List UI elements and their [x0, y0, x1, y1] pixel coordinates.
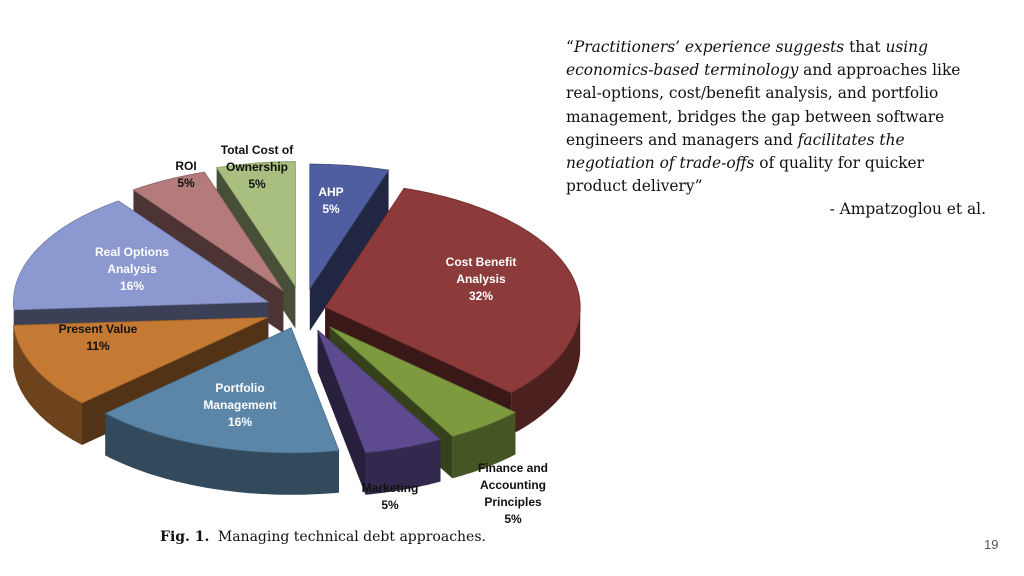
quote-segment-2: that: [844, 38, 886, 56]
figure-caption: Fig. 1. Managing technical debt approach…: [160, 529, 486, 545]
slice-label-4: Portfolio Management 16%: [203, 381, 276, 429]
quote-segment-1: Practitioners’ experience suggests: [573, 38, 845, 56]
slice-4: [104, 327, 340, 495]
slice-0: [309, 163, 390, 332]
quote-text: “Practitioners’ experience suggests that…: [566, 38, 960, 195]
figure-number: Fig. 1.: [160, 529, 210, 545]
slice-label-1: Cost Benefit Analysis 32%: [446, 255, 517, 303]
slice-label-6: Real Options Analysis 16%: [95, 245, 169, 293]
pie-chart: AHP 5% Cost Benefit Analysis 32% Finance and A…: [12, 143, 581, 526]
slice-label-3: Marketing 5%: [362, 481, 419, 512]
quote-segment-5: facilitates the negotiation of trade-off…: [566, 130, 905, 173]
quote-segment-0: “: [566, 38, 574, 56]
slice-3: [317, 329, 442, 495]
figure-caption-text: Managing technical debt approaches.: [217, 529, 486, 545]
quote-attribution: - Ampatzoglou et al.: [829, 200, 986, 219]
quote-block: “Practitioners’ experience suggests that…: [566, 36, 986, 222]
slice-label-5: Present Value 11%: [59, 322, 138, 353]
slice-label-2: Finance and Accounting Principles 5%: [478, 461, 548, 526]
slice-label-0: AHP 5%: [318, 185, 343, 216]
slice-label-8: Total Cost of Ownership 5%: [221, 143, 294, 191]
slice-label-7: ROI 5%: [175, 159, 196, 190]
quote-segment-6: of quality for quicker product delivery”: [566, 154, 925, 196]
page-number: 19: [984, 537, 999, 552]
quote-segment-4: and approaches like real-options, cost/b…: [566, 61, 961, 149]
quote-segment-3: using economics-based terminology: [566, 38, 928, 80]
